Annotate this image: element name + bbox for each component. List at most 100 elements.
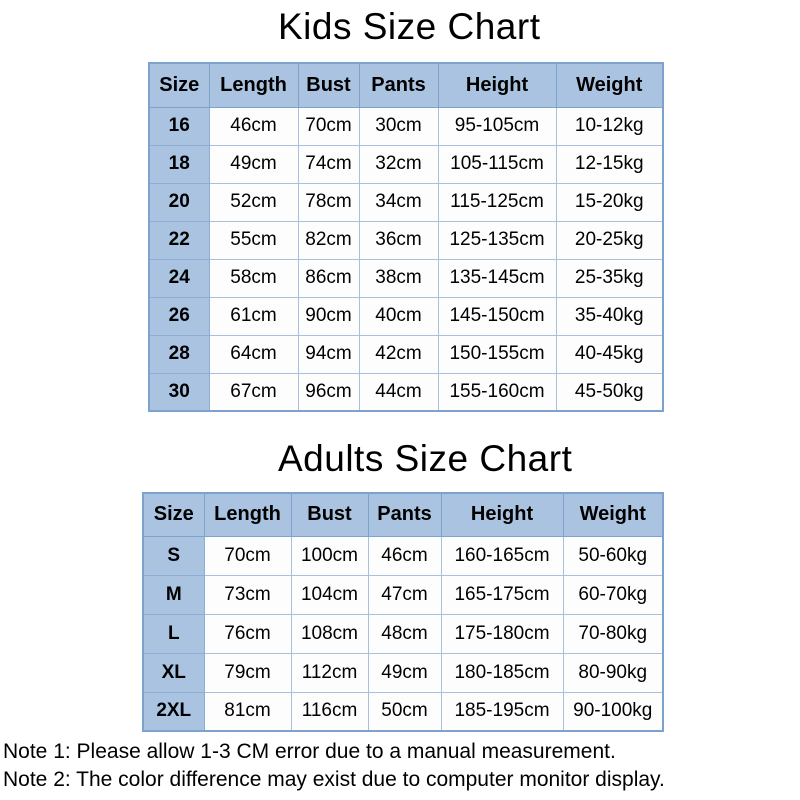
kids-header-size: Size <box>148 62 210 108</box>
kids-cell-18-bust: 74cm <box>297 144 360 184</box>
adults-row-s: S 70cm 100cm 46cm 160-165cm 50-60kg <box>142 535 664 576</box>
adults-cell-2xl-length: 81cm <box>203 691 292 732</box>
note-1: Note 1: Please allow 1-3 CM error due to… <box>3 740 616 763</box>
kids-cell-26-bust: 90cm <box>297 296 360 336</box>
kids-cell-22-bust: 82cm <box>297 220 360 260</box>
kids-cell-28-length: 64cm <box>208 334 299 374</box>
kids-cell-22-pants: 36cm <box>358 220 439 260</box>
adults-cell-l-length: 76cm <box>203 613 292 654</box>
kids-cell-16-weight: 10-12kg <box>555 106 664 146</box>
adults-chart-title: Adults Size Chart <box>278 438 573 479</box>
adults-header-height: Height <box>440 492 564 537</box>
adults-size-2xl: 2XL <box>142 691 205 732</box>
adults-cell-m-length: 73cm <box>203 574 292 615</box>
adults-header-weight: Weight <box>562 492 664 537</box>
adults-cell-s-length: 70cm <box>203 535 292 576</box>
kids-cell-30-height: 155-160cm <box>437 372 557 412</box>
adults-cell-m-bust: 104cm <box>290 574 369 615</box>
kids-row-22: 22 55cm 82cm 36cm 125-135cm 20-25kg <box>148 220 664 260</box>
kids-cell-18-length: 49cm <box>208 144 299 184</box>
adults-cell-l-pants: 48cm <box>367 613 442 654</box>
kids-row-18: 18 49cm 74cm 32cm 105-115cm 12-15kg <box>148 144 664 184</box>
adults-size-m: M <box>142 574 205 615</box>
kids-row-20: 20 52cm 78cm 34cm 115-125cm 15-20kg <box>148 182 664 222</box>
adults-header-row: Size Length Bust Pants Height Weight <box>142 492 664 537</box>
kids-cell-18-height: 105-115cm <box>437 144 557 184</box>
kids-header-length: Length <box>208 62 299 108</box>
adults-row-m: M 73cm 104cm 47cm 165-175cm 60-70kg <box>142 574 664 615</box>
kids-cell-22-height: 125-135cm <box>437 220 557 260</box>
kids-cell-26-height: 145-150cm <box>437 296 557 336</box>
kids-cell-26-weight: 35-40kg <box>555 296 664 336</box>
kids-cell-24-weight: 25-35kg <box>555 258 664 298</box>
kids-cell-18-weight: 12-15kg <box>555 144 664 184</box>
adults-cell-2xl-height: 185-195cm <box>440 691 564 732</box>
kids-cell-20-weight: 15-20kg <box>555 182 664 222</box>
kids-header-height: Height <box>437 62 557 108</box>
kids-size-16: 16 <box>148 106 210 146</box>
kids-cell-24-height: 135-145cm <box>437 258 557 298</box>
adults-cell-s-weight: 50-60kg <box>562 535 664 576</box>
adults-cell-s-height: 160-165cm <box>440 535 564 576</box>
kids-cell-16-pants: 30cm <box>358 106 439 146</box>
adults-cell-xl-pants: 49cm <box>367 652 442 693</box>
kids-cell-30-pants: 44cm <box>358 372 439 412</box>
kids-header-row: Size Length Bust Pants Height Weight <box>148 62 664 108</box>
adults-row-xl: XL 79cm 112cm 49cm 180-185cm 80-90kg <box>142 652 664 693</box>
kids-chart-title: Kids Size Chart <box>278 6 541 47</box>
kids-header-bust: Bust <box>297 62 360 108</box>
adults-cell-s-pants: 46cm <box>367 535 442 576</box>
kids-cell-16-length: 46cm <box>208 106 299 146</box>
kids-cell-26-pants: 40cm <box>358 296 439 336</box>
adults-header-pants: Pants <box>367 492 442 537</box>
kids-cell-30-weight: 45-50kg <box>555 372 664 412</box>
kids-cell-28-pants: 42cm <box>358 334 439 374</box>
kids-row-16: 16 46cm 70cm 30cm 95-105cm 10-12kg <box>148 106 664 146</box>
kids-cell-26-length: 61cm <box>208 296 299 336</box>
kids-cell-18-pants: 32cm <box>358 144 439 184</box>
kids-header-weight: Weight <box>555 62 664 108</box>
adults-header-size: Size <box>142 492 205 537</box>
footnotes: Note 1: Please allow 1-3 CM error due to… <box>3 738 665 794</box>
adults-cell-l-weight: 70-80kg <box>562 613 664 654</box>
note-2: Note 2: The color difference may exist d… <box>3 768 665 791</box>
kids-cell-24-pants: 38cm <box>358 258 439 298</box>
adults-cell-xl-height: 180-185cm <box>440 652 564 693</box>
adults-cell-m-weight: 60-70kg <box>562 574 664 615</box>
adults-cell-m-pants: 47cm <box>367 574 442 615</box>
kids-size-18: 18 <box>148 144 210 184</box>
adults-header-length: Length <box>203 492 292 537</box>
kids-cell-28-bust: 94cm <box>297 334 360 374</box>
kids-row-26: 26 61cm 90cm 40cm 145-150cm 35-40kg <box>148 296 664 336</box>
adults-cell-2xl-pants: 50cm <box>367 691 442 732</box>
adults-header-bust: Bust <box>290 492 369 537</box>
kids-row-28: 28 64cm 94cm 42cm 150-155cm 40-45kg <box>148 334 664 374</box>
adults-row-2xl: 2XL 81cm 116cm 50cm 185-195cm 90-100kg <box>142 691 664 732</box>
adults-size-xl: XL <box>142 652 205 693</box>
kids-size-26: 26 <box>148 296 210 336</box>
kids-cell-30-bust: 96cm <box>297 372 360 412</box>
adults-size-s: S <box>142 535 205 576</box>
kids-row-30: 30 67cm 96cm 44cm 155-160cm 45-50kg <box>148 372 664 412</box>
kids-cell-22-weight: 20-25kg <box>555 220 664 260</box>
adults-row-l: L 76cm 108cm 48cm 175-180cm 70-80kg <box>142 613 664 654</box>
kids-size-22: 22 <box>148 220 210 260</box>
kids-size-table: Size Length Bust Pants Height Weight 16 46cm 70c… <box>148 62 664 412</box>
kids-cell-24-length: 58cm <box>208 258 299 298</box>
kids-cell-16-bust: 70cm <box>297 106 360 146</box>
kids-size-30: 30 <box>148 372 210 412</box>
kids-cell-28-weight: 40-45kg <box>555 334 664 374</box>
adults-cell-l-bust: 108cm <box>290 613 369 654</box>
kids-cell-20-length: 52cm <box>208 182 299 222</box>
adults-cell-xl-bust: 112cm <box>290 652 369 693</box>
adults-cell-s-bust: 100cm <box>290 535 369 576</box>
kids-size-28: 28 <box>148 334 210 374</box>
kids-cell-30-length: 67cm <box>208 372 299 412</box>
adults-cell-l-height: 175-180cm <box>440 613 564 654</box>
kids-cell-28-height: 150-155cm <box>437 334 557 374</box>
adults-cell-2xl-weight: 90-100kg <box>562 691 664 732</box>
kids-row-24: 24 58cm 86cm 38cm 135-145cm 25-35kg <box>148 258 664 298</box>
adults-cell-xl-length: 79cm <box>203 652 292 693</box>
kids-size-20: 20 <box>148 182 210 222</box>
adults-size-l: L <box>142 613 205 654</box>
